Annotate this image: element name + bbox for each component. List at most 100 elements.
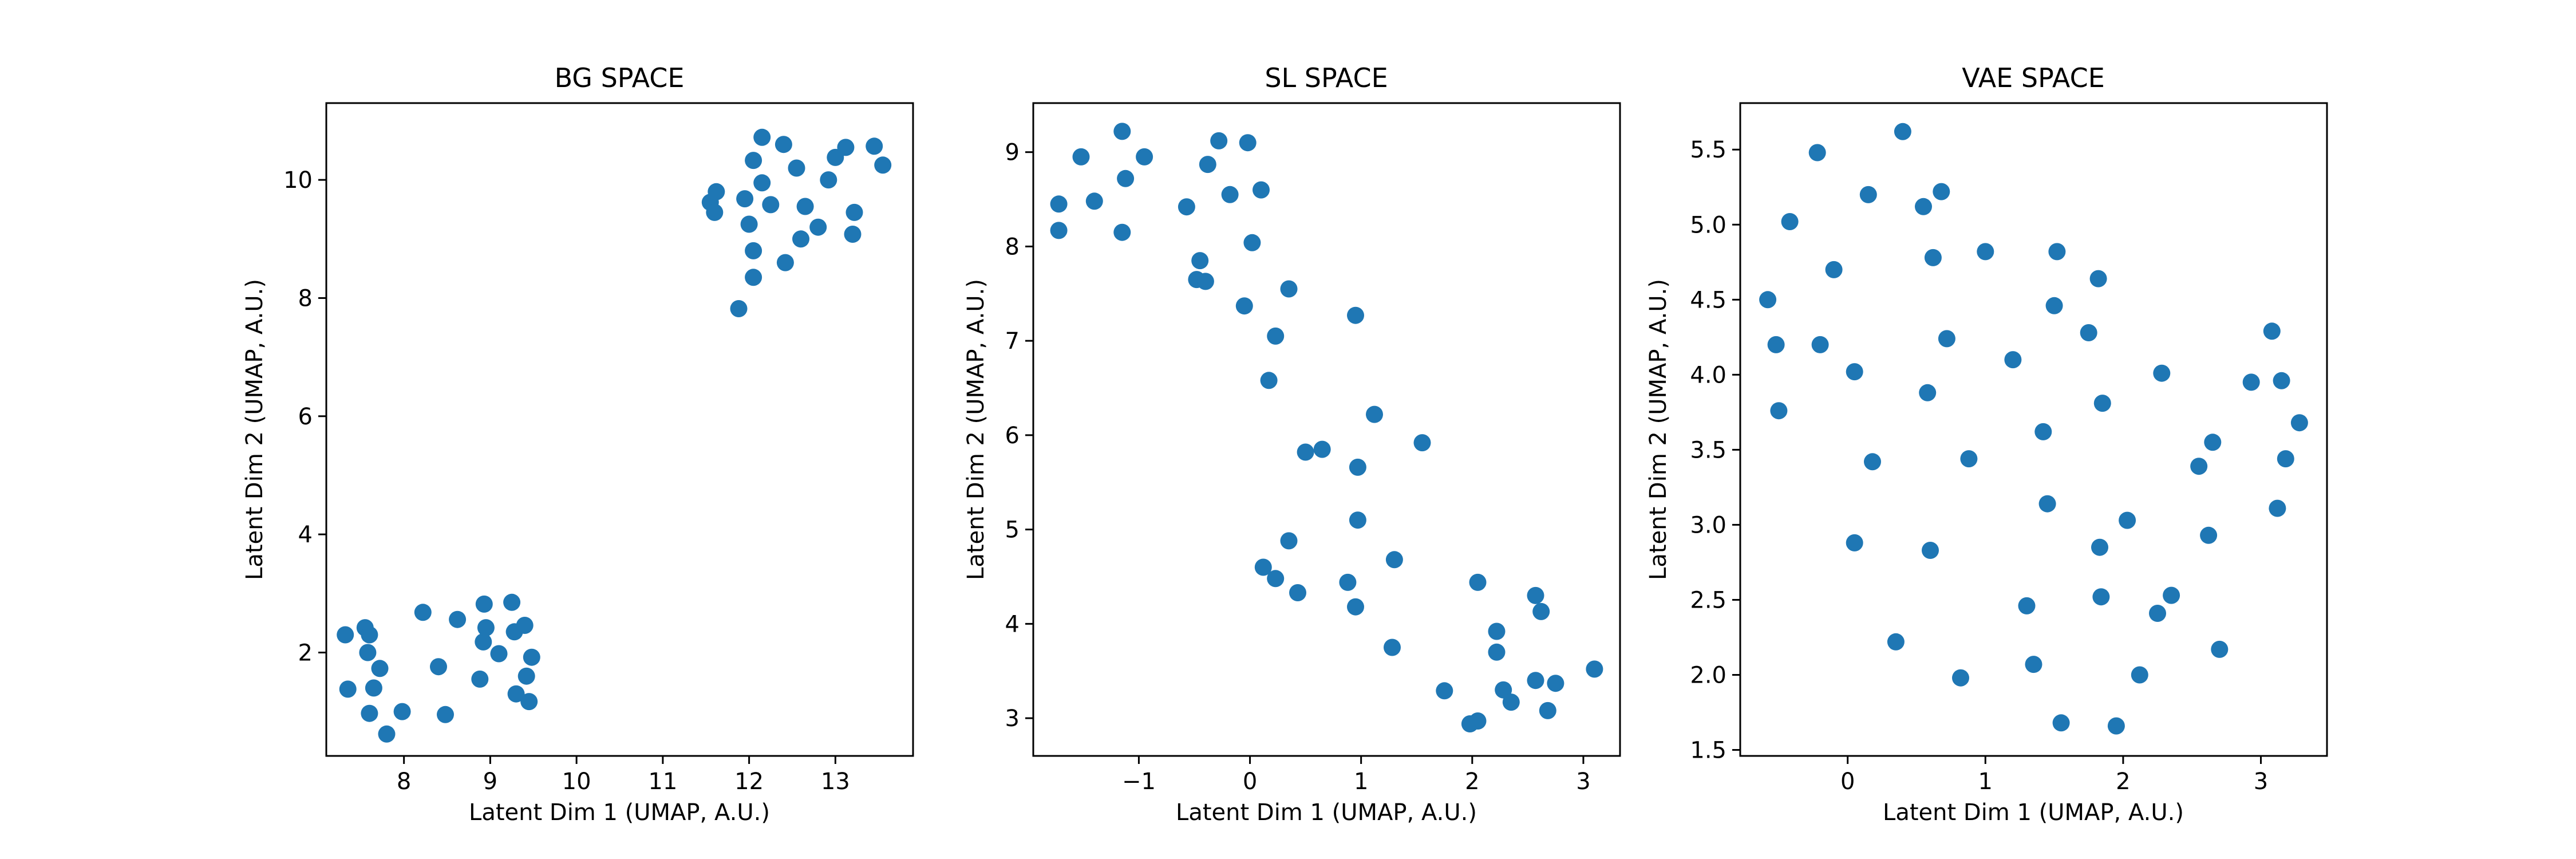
panel-title: VAE SPACE [1962, 62, 2105, 93]
data-point [2200, 526, 2218, 544]
x-tick-label: 2 [2116, 769, 2130, 795]
data-point [1199, 156, 1216, 174]
data-point [1313, 440, 1331, 458]
y-tick-label: 2.0 [1690, 662, 1726, 688]
data-point [2038, 495, 2056, 513]
data-point [507, 685, 525, 703]
panel-title: BG SPACE [555, 62, 685, 93]
data-point [2034, 423, 2052, 440]
data-point [1887, 633, 1905, 651]
data-point [2204, 434, 2222, 451]
data-point [1347, 598, 1364, 616]
y-tick-label: 4 [298, 522, 313, 548]
data-point [2018, 597, 2036, 614]
data-point [1864, 453, 1881, 471]
data-point [2091, 538, 2108, 556]
data-point [361, 626, 378, 644]
data-point [708, 183, 725, 200]
data-point [1502, 693, 1520, 711]
data-point [1547, 675, 1564, 692]
x-tick-label: 0 [1243, 769, 1257, 795]
data-point [2089, 270, 2107, 287]
data-point [753, 128, 771, 146]
data-point [2045, 297, 2063, 314]
plot-area [337, 128, 892, 743]
y-tick-label: 4.0 [1690, 362, 1726, 388]
data-point [1267, 570, 1285, 588]
data-point [361, 704, 378, 722]
data-point [449, 610, 467, 628]
data-point [2190, 458, 2208, 475]
data-point [1280, 280, 1298, 298]
data-point [1267, 327, 1285, 345]
data-point [1488, 643, 1506, 661]
data-point [820, 171, 837, 189]
y-tick-label: 3.5 [1690, 437, 1726, 463]
axes-frame [325, 102, 914, 757]
data-point [2080, 324, 2097, 341]
data-point [430, 658, 447, 676]
data-point [393, 703, 411, 720]
data-point [1280, 532, 1298, 550]
data-point [1846, 363, 1863, 381]
data-point [371, 660, 389, 677]
data-point [1366, 405, 1383, 423]
data-point [1243, 234, 1261, 251]
y-tick-label: 7 [1005, 328, 1020, 354]
data-point [1977, 243, 1994, 261]
data-point [1210, 132, 1228, 149]
y-tick-label: 4 [1005, 611, 1020, 637]
data-point [2273, 372, 2290, 389]
data-point [1586, 660, 1603, 678]
data-point [1495, 681, 1512, 699]
x-tick-label: 9 [483, 769, 497, 795]
data-point [1085, 192, 1103, 210]
data-point [2048, 243, 2066, 261]
x-tick-label: 1 [1978, 769, 1993, 795]
data-point [1349, 511, 1366, 529]
data-point [1239, 134, 1257, 152]
data-point [1488, 622, 1506, 640]
data-point [339, 680, 357, 698]
data-point [2107, 717, 2125, 735]
data-point [1196, 273, 1214, 290]
data-point [1339, 573, 1357, 591]
data-point [2092, 588, 2110, 606]
data-point [740, 215, 758, 233]
y-tick-label: 3.0 [1690, 512, 1726, 538]
data-point [1469, 712, 1487, 730]
data-point [1532, 602, 1550, 620]
x-tick-label: 11 [648, 769, 677, 795]
data-point [788, 159, 805, 177]
data-point [846, 203, 863, 221]
data-point [359, 644, 377, 661]
data-point [437, 706, 454, 723]
data-point [1539, 702, 1556, 719]
y-tick-label: 5.0 [1690, 212, 1726, 238]
plot-area [1050, 123, 1603, 732]
x-axis-label: Latent Dim 1 (UMAP, A.U.) [1883, 799, 2184, 826]
data-point [1924, 249, 1942, 266]
data-point [516, 617, 534, 634]
y-tick-label: 2.5 [1690, 587, 1726, 613]
data-point [475, 595, 493, 613]
data-point [796, 198, 814, 215]
y-tick-label: 8 [1005, 234, 1020, 260]
data-point [1136, 148, 1153, 166]
data-point [365, 679, 382, 697]
data-point [745, 269, 762, 286]
y-tick-label: 5.5 [1690, 137, 1726, 163]
x-axis-label: Latent Dim 1 (UMAP, A.U.) [469, 799, 770, 826]
data-point [753, 174, 771, 192]
data-point [1767, 336, 1785, 353]
data-point [1413, 434, 1431, 452]
data-point [1436, 682, 1453, 700]
x-tick-label: 0 [1840, 769, 1855, 795]
data-point [1759, 291, 1777, 309]
data-point [2163, 586, 2180, 604]
data-point [775, 136, 792, 153]
data-point [1260, 372, 1278, 389]
data-point [736, 190, 754, 208]
data-point [792, 230, 809, 248]
data-point [1469, 573, 1487, 591]
